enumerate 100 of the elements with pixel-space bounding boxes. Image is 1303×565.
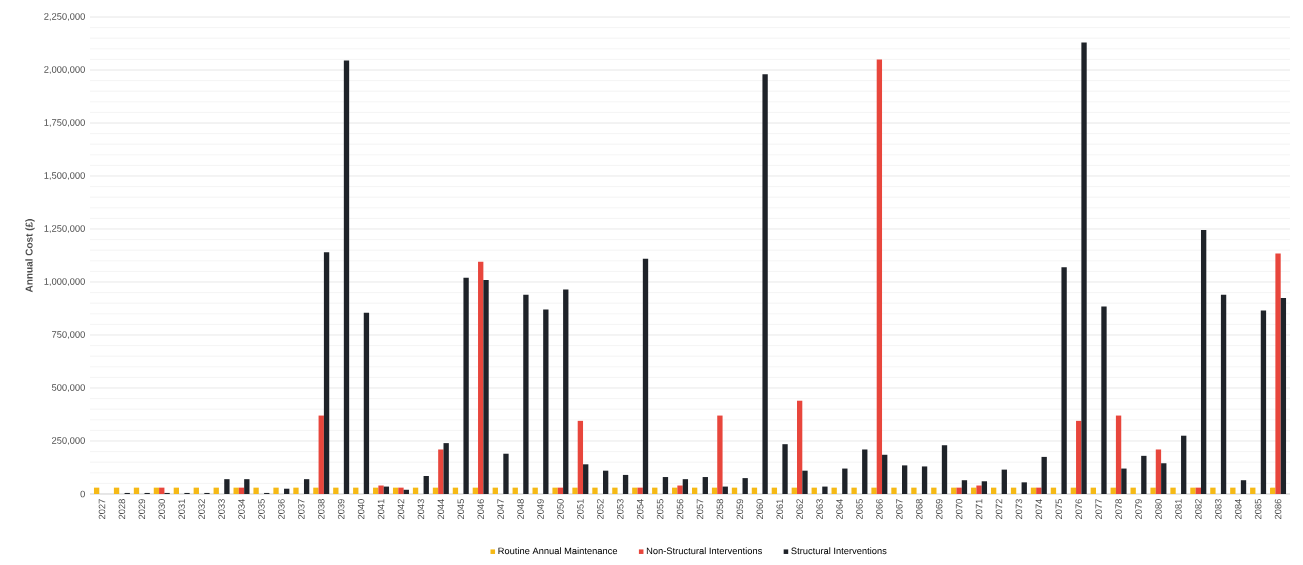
x-tick-label: 2074 xyxy=(1035,498,1043,520)
bar xyxy=(523,294,529,494)
x-tick-label: 2029 xyxy=(138,499,146,520)
bar xyxy=(333,487,339,494)
bar xyxy=(796,400,803,494)
x-tick-label: 2078 xyxy=(1115,499,1122,520)
x-tick-label: 2048 xyxy=(517,499,524,520)
bar xyxy=(876,59,883,494)
x-tick-label: 2072 xyxy=(995,499,1003,520)
x-tick-label: 2059 xyxy=(736,499,744,520)
y-tick-label: 2,250,000 xyxy=(44,13,85,21)
bar xyxy=(662,477,669,494)
bar xyxy=(1155,449,1162,494)
x-tick-label: 2037 xyxy=(298,499,305,520)
x-tick-label: 2051 xyxy=(577,499,584,520)
bar xyxy=(303,479,310,494)
bar xyxy=(782,444,788,494)
bar xyxy=(1240,480,1247,494)
x-tick-label: 2030 xyxy=(158,499,166,520)
x-tick-label: 2055 xyxy=(656,499,664,520)
bar xyxy=(1076,420,1082,494)
bar xyxy=(273,487,279,494)
bar xyxy=(1280,297,1287,494)
bar xyxy=(224,479,230,494)
bar xyxy=(931,487,937,494)
bar xyxy=(313,487,319,494)
x-tick-label: 2052 xyxy=(597,499,604,520)
bar xyxy=(1081,42,1087,494)
bar xyxy=(577,420,584,494)
x-tick-label: 2049 xyxy=(537,499,544,520)
y-tick-label: 2,000,000 xyxy=(44,66,85,74)
x-tick-label: 2042 xyxy=(397,499,405,520)
bar xyxy=(1260,310,1267,494)
x-tick-label: 2067 xyxy=(896,499,903,520)
bar xyxy=(901,465,908,494)
bar xyxy=(961,480,968,494)
x-tick-label: 2076 xyxy=(1075,499,1082,520)
bar xyxy=(343,60,350,494)
x-tick-label: 2065 xyxy=(856,499,863,520)
bar xyxy=(323,252,330,494)
bar xyxy=(1275,253,1281,494)
bar xyxy=(1121,468,1127,494)
x-tick-label: 2044 xyxy=(437,498,445,520)
x-tick-label: 2056 xyxy=(676,499,684,520)
x-tick-label: 2047 xyxy=(497,499,504,520)
x-tick-label: 2050 xyxy=(557,499,564,520)
bar xyxy=(478,261,484,494)
x-tick-label: 2041 xyxy=(377,499,385,520)
y-tick-label: 1,500,000 xyxy=(44,172,85,180)
bar xyxy=(543,309,549,494)
y-tick-label: 500,000 xyxy=(51,384,85,392)
bar xyxy=(1101,306,1107,494)
legend-label: Structural Interventions xyxy=(791,547,887,555)
bar xyxy=(1161,463,1167,494)
x-tick-label: 2061 xyxy=(776,499,783,520)
x-tick-label: 2083 xyxy=(1214,499,1222,520)
x-tick-label: 2054 xyxy=(636,498,644,520)
x-tick-label: 2068 xyxy=(915,499,923,520)
bar xyxy=(862,449,868,494)
bar xyxy=(851,487,857,494)
bar xyxy=(1036,487,1042,494)
bar xyxy=(1220,294,1227,494)
bar xyxy=(1230,487,1236,494)
x-tick-label: 2084 xyxy=(1234,498,1242,520)
x-tick-label: 2069 xyxy=(935,499,943,520)
bar xyxy=(921,466,928,494)
bar xyxy=(503,453,509,494)
x-tick-label: 2027 xyxy=(98,499,106,520)
y-tick-label: 1,250,000 xyxy=(44,225,85,233)
x-tick-label: 2031 xyxy=(178,499,185,520)
x-tick-label: 2085 xyxy=(1254,499,1262,520)
bar xyxy=(742,478,748,494)
x-tick-label: 2046 xyxy=(477,499,484,520)
bar xyxy=(244,479,250,494)
bar xyxy=(438,449,444,494)
bar xyxy=(677,485,683,494)
bar xyxy=(891,487,897,494)
x-tick-label: 2082 xyxy=(1195,499,1202,520)
x-tick-label: 2071 xyxy=(975,499,983,520)
bar xyxy=(253,487,259,494)
x-tick-label: 2043 xyxy=(417,499,425,520)
y-tick-label: 0 xyxy=(80,490,85,498)
x-tick-label: 2039 xyxy=(337,499,345,520)
bar xyxy=(463,277,469,494)
bar xyxy=(1170,487,1176,494)
bar xyxy=(717,415,723,494)
bar xyxy=(941,445,948,494)
bar xyxy=(583,464,589,494)
bar xyxy=(956,487,962,494)
bar xyxy=(632,487,638,494)
bar xyxy=(822,486,828,494)
bar xyxy=(702,477,708,494)
bar xyxy=(981,481,988,494)
bar xyxy=(318,415,324,494)
bar xyxy=(602,470,609,494)
x-tick-label: 2058 xyxy=(716,499,724,520)
bar xyxy=(563,289,569,494)
x-tick-label: 2060 xyxy=(756,499,764,520)
bar xyxy=(1041,456,1047,494)
y-tick-label: 1,750,000 xyxy=(44,119,85,127)
